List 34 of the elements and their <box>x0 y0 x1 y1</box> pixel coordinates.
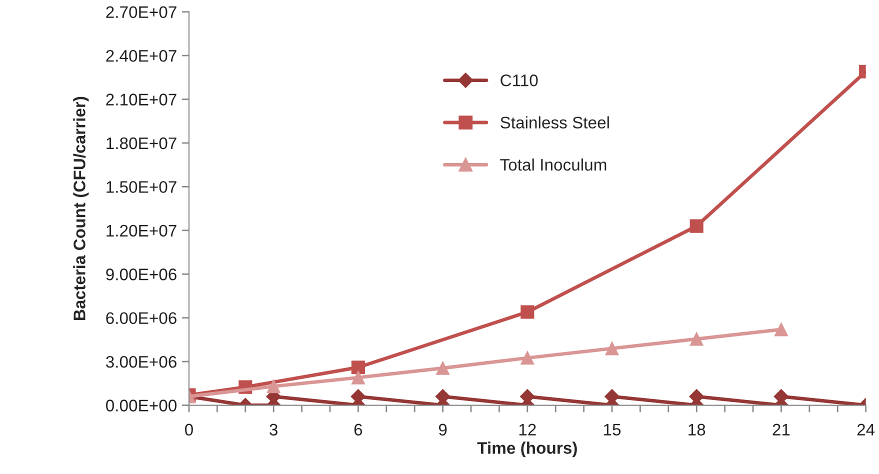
x-tick-label: 12 <box>519 424 536 436</box>
x-tick-label: 6 <box>354 424 362 436</box>
x-tick-label: 18 <box>688 424 706 436</box>
point <box>774 322 788 336</box>
y-tick-label: 9.00E+06 <box>106 268 176 280</box>
point <box>520 305 534 319</box>
x-tick-label: 3 <box>270 424 278 436</box>
x-tick-label: 15 <box>604 424 621 436</box>
y-tick-label: 2.40E+07 <box>106 50 176 62</box>
y-tick-label: 1.20E+07 <box>106 224 176 237</box>
y-tick-label: 2.10E+07 <box>106 94 176 106</box>
y-tick-label: 3.00E+06 <box>106 356 176 368</box>
point <box>351 360 365 374</box>
point <box>436 361 450 375</box>
y-axis-title: Bacteria Count (CFU/carrier) <box>73 96 89 320</box>
y-tick-label: 6.00E+06 <box>106 312 176 324</box>
x-tick-label: 24 <box>857 424 875 436</box>
x-tick-label: 21 <box>772 424 790 436</box>
legend-label: Stainless Steel <box>500 116 609 129</box>
y-tick-label: 0.00E+00 <box>106 400 177 412</box>
x-axis-title: Time (hours) <box>477 442 577 458</box>
point <box>266 380 280 394</box>
y-tick-label: 1.80E+07 <box>106 137 176 150</box>
x-tick-label: 9 <box>438 424 447 436</box>
x-tick-label: 0 <box>185 424 193 436</box>
legend-label: Total Inoculum <box>500 158 606 171</box>
point <box>605 342 619 356</box>
y-tick-label: 1.50E+07 <box>106 181 176 193</box>
point <box>690 219 704 233</box>
y-tick-label: 2.70E+07 <box>106 6 176 18</box>
point <box>690 332 704 346</box>
point <box>520 351 534 365</box>
point <box>351 370 365 384</box>
legend-label: C110 <box>500 74 538 86</box>
